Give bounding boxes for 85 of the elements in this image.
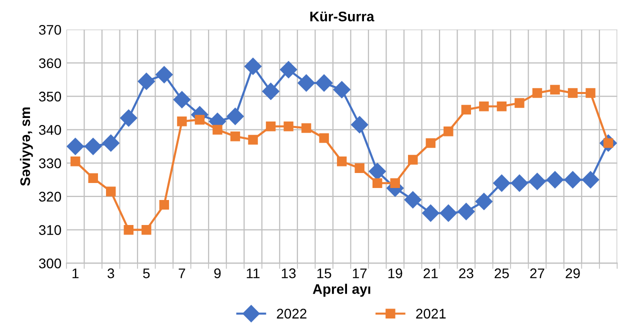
point <box>230 132 240 142</box>
chart-title: Kür-Surra <box>310 12 374 22</box>
y-axis-title: Səviyyə, sm <box>20 107 33 186</box>
x-tick-label: 13 <box>282 268 296 278</box>
point <box>475 192 492 210</box>
point <box>510 174 528 192</box>
point <box>102 134 120 152</box>
y-tick-label: 340 <box>38 125 62 135</box>
x-tick-label: 21 <box>424 268 438 278</box>
point <box>142 224 152 235</box>
point <box>84 138 102 155</box>
x-tick-label: 3 <box>108 268 114 278</box>
legend-label: 2022 <box>276 308 306 319</box>
x-tick-label: 11 <box>246 268 260 278</box>
x-tick-label: 19 <box>388 268 402 278</box>
point <box>159 200 170 210</box>
y-tick-label: 300 <box>38 258 62 268</box>
point <box>244 58 262 75</box>
y-tick-label: 330 <box>38 158 62 168</box>
point <box>496 102 507 112</box>
point <box>194 114 205 125</box>
point <box>564 171 582 188</box>
point <box>532 88 542 98</box>
point <box>124 224 134 235</box>
y-tick-label: 320 <box>38 192 62 202</box>
y-tick-label: 370 <box>38 24 62 35</box>
point <box>266 122 276 132</box>
x-tick-label: 7 <box>178 268 186 278</box>
point <box>586 88 596 98</box>
point <box>372 178 382 188</box>
x-tick-label: 17 <box>352 268 367 278</box>
point <box>156 66 173 84</box>
point <box>333 81 350 98</box>
x-tick-label: 5 <box>143 268 150 278</box>
point <box>528 172 546 190</box>
point <box>514 98 524 108</box>
point <box>284 122 294 132</box>
point <box>316 74 333 92</box>
point <box>138 72 155 90</box>
point <box>479 102 489 112</box>
x-axis-title: Aprel ayı <box>312 284 370 297</box>
point <box>66 138 84 155</box>
point <box>226 108 244 125</box>
x-tick-label: 29 <box>566 268 580 278</box>
x-tick-label: 27 <box>530 268 544 278</box>
point <box>408 154 418 165</box>
x-tick-label: 23 <box>459 268 474 278</box>
y-tick-label: 360 <box>38 58 62 68</box>
x-tick-label: 1 <box>72 268 79 278</box>
point <box>177 116 187 126</box>
point <box>568 88 578 98</box>
point <box>390 178 400 188</box>
point <box>120 109 138 127</box>
point <box>368 162 386 180</box>
point <box>319 133 329 143</box>
point <box>212 124 222 135</box>
x-tick-label: 9 <box>214 268 221 278</box>
point <box>354 163 364 173</box>
point <box>582 171 600 188</box>
x-tick-label: 25 <box>494 268 509 278</box>
point <box>280 61 298 78</box>
point <box>404 191 422 208</box>
point <box>444 126 454 136</box>
legend-label: 2021 <box>416 308 446 319</box>
point <box>426 138 436 148</box>
point <box>173 91 190 108</box>
point <box>546 171 564 188</box>
point <box>70 156 80 166</box>
point <box>461 104 472 115</box>
point <box>298 74 315 92</box>
point <box>493 174 510 192</box>
y-tick-label: 350 <box>38 92 62 102</box>
point <box>248 134 258 145</box>
point <box>88 173 98 183</box>
point <box>422 204 440 222</box>
point <box>301 123 312 133</box>
x-tick-label: 15 <box>317 268 332 278</box>
point <box>550 84 560 95</box>
point <box>351 116 368 134</box>
point <box>336 156 347 166</box>
point <box>106 186 116 196</box>
y-tick-label: 310 <box>38 225 62 235</box>
point <box>262 82 280 100</box>
point <box>458 202 475 220</box>
point <box>440 204 457 222</box>
